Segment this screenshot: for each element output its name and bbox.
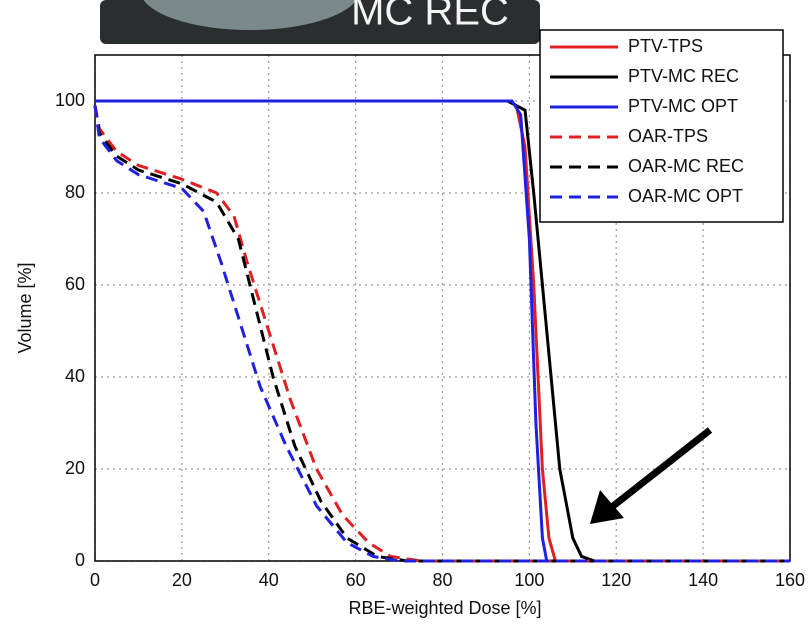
legend-label: OAR-MC OPT bbox=[628, 186, 743, 206]
x-tick-label: 100 bbox=[514, 570, 544, 590]
y-tick-label: 80 bbox=[65, 182, 85, 202]
annotation-arrow bbox=[590, 427, 713, 524]
ct-image-anatomy bbox=[143, 0, 357, 30]
x-tick-label: 0 bbox=[90, 570, 100, 590]
y-tick-label: 20 bbox=[65, 458, 85, 478]
y-tick-label: 40 bbox=[65, 366, 85, 386]
legend-label: PTV-MC OPT bbox=[628, 96, 738, 116]
x-tick-label: 60 bbox=[346, 570, 366, 590]
data-line bbox=[93, 105, 790, 563]
x-axis-label: RBE-weighted Dose [%] bbox=[348, 598, 541, 618]
x-tick-label: 20 bbox=[172, 570, 192, 590]
legend-label: PTV-TPS bbox=[628, 36, 703, 56]
y-tick-label: 0 bbox=[75, 550, 85, 570]
legend-box bbox=[539, 29, 784, 223]
y-axis-label: Volume [%] bbox=[15, 262, 35, 353]
legend-label: PTV-MC REC bbox=[628, 66, 739, 86]
image-label: MC REC bbox=[351, 0, 509, 34]
y-tick-label: 100 bbox=[55, 90, 85, 110]
x-tick-label: 120 bbox=[601, 570, 631, 590]
data-line bbox=[93, 105, 790, 563]
legend-label: OAR-MC REC bbox=[628, 156, 744, 176]
x-tick-label: 80 bbox=[432, 570, 452, 590]
x-tick-label: 40 bbox=[259, 570, 279, 590]
y-tick-label: 60 bbox=[65, 274, 85, 294]
x-tick-label: 160 bbox=[775, 570, 805, 590]
data-line bbox=[93, 105, 790, 563]
data-line bbox=[95, 99, 790, 563]
x-tick-label: 140 bbox=[688, 570, 718, 590]
legend-label: OAR-TPS bbox=[628, 126, 708, 146]
